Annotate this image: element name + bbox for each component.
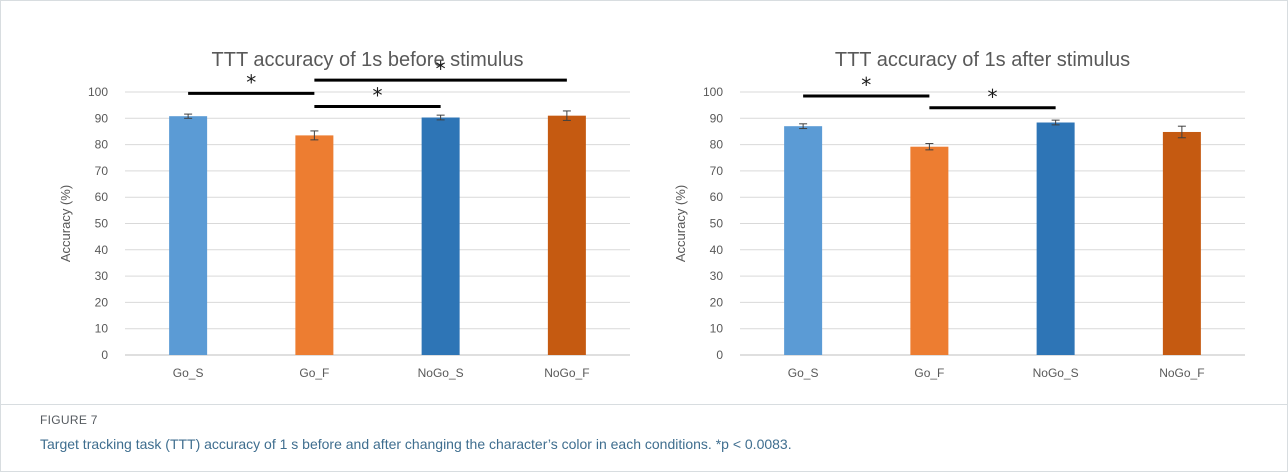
y-tick-label: 50 bbox=[95, 217, 109, 231]
bar-go-f bbox=[295, 135, 334, 355]
x-tick-label: NoGo_F bbox=[544, 366, 589, 380]
chart-before-svg: TTT accuracy of 1s before stimulus 0 10 20 3… bbox=[58, 49, 630, 380]
significance-star: * bbox=[436, 57, 446, 81]
significance-star: * bbox=[373, 83, 383, 107]
y-tick-label: 40 bbox=[95, 243, 109, 257]
significance-star: * bbox=[988, 85, 998, 109]
y-tick-label: 20 bbox=[95, 295, 109, 309]
y-tick-label: 10 bbox=[710, 322, 724, 336]
bar-go-s bbox=[784, 126, 823, 355]
y-tick-label: 0 bbox=[716, 348, 723, 362]
bar-go-s bbox=[169, 116, 208, 355]
figure-caption: Target tracking task (TTT) accuracy of 1… bbox=[40, 436, 792, 452]
x-tick-label: NoGo_S bbox=[1033, 366, 1079, 380]
y-tick-label: 70 bbox=[95, 164, 109, 178]
y-tick-label: 60 bbox=[95, 190, 109, 204]
y-tick-label: 90 bbox=[710, 111, 724, 125]
y-tick-label: 80 bbox=[95, 138, 109, 152]
y-tick-label: 0 bbox=[101, 348, 108, 362]
x-tick-label: Go_S bbox=[788, 366, 819, 380]
y-tick-label: 100 bbox=[88, 85, 108, 99]
chart-panel-before: TTT accuracy of 1s before stimulus 0 10 20 3… bbox=[40, 30, 650, 390]
significance-star: * bbox=[246, 70, 256, 94]
chart-panel-after: TTT accuracy of 1s after stimulus 0 10 20 30… bbox=[655, 30, 1265, 390]
bar-nogo-s bbox=[1036, 122, 1075, 356]
y-tick-label: 20 bbox=[710, 295, 724, 309]
y-tick-label: 50 bbox=[710, 217, 724, 231]
bar-nogo-s bbox=[421, 117, 460, 355]
x-tick-label: Go_F bbox=[299, 366, 329, 380]
x-tick-label: NoGo_S bbox=[418, 366, 464, 380]
y-tick-label: 80 bbox=[710, 138, 724, 152]
y-tick-label: 10 bbox=[95, 322, 109, 336]
x-tick-label: Go_S bbox=[173, 366, 204, 380]
y-tick-label: 70 bbox=[710, 164, 724, 178]
chart-after-svg: TTT accuracy of 1s after stimulus 0 10 20 30… bbox=[673, 49, 1245, 380]
bar-nogo-f bbox=[1162, 131, 1201, 355]
chart-title: TTT accuracy of 1s before stimulus bbox=[212, 49, 524, 71]
y-tick-label: 90 bbox=[95, 111, 109, 125]
y-tick-label: 100 bbox=[703, 85, 723, 99]
significance-star: * bbox=[861, 73, 871, 97]
chart-title: TTT accuracy of 1s after stimulus bbox=[835, 49, 1130, 71]
y-tick-label: 60 bbox=[710, 190, 724, 204]
figure-label: FIGURE 7 bbox=[40, 413, 98, 427]
y-axis-label: Accuracy (%) bbox=[673, 185, 688, 262]
y-axis-label: Accuracy (%) bbox=[58, 185, 73, 262]
y-tick-label: 30 bbox=[710, 269, 724, 283]
bar-nogo-f bbox=[547, 115, 586, 355]
bar-go-f bbox=[910, 146, 949, 355]
caption-divider bbox=[0, 404, 1288, 405]
x-tick-label: NoGo_F bbox=[1159, 366, 1204, 380]
y-tick-label: 40 bbox=[710, 243, 724, 257]
x-tick-label: Go_F bbox=[914, 366, 944, 380]
y-tick-label: 30 bbox=[95, 269, 109, 283]
